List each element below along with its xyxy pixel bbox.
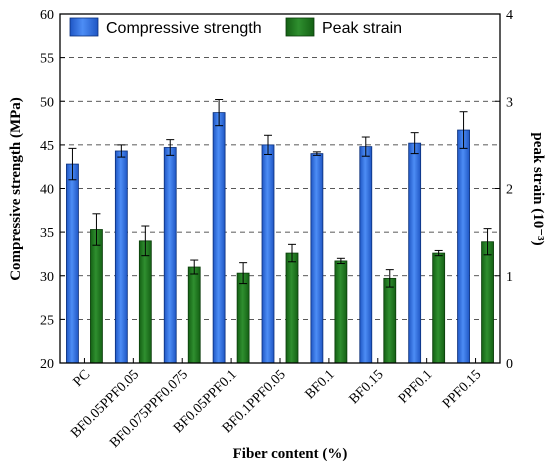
legend-swatch (285, 17, 315, 37)
y-right-tick-label: 2 (506, 183, 513, 198)
y-tick-label: 55 (40, 52, 54, 67)
bar-peak-strain (383, 277, 397, 364)
bars (66, 112, 494, 364)
error-bars (68, 99, 492, 288)
bar-peak-strain (236, 272, 250, 364)
y-tick-label: 30 (40, 270, 54, 285)
bar-compressive-strength (359, 146, 373, 364)
legend: Compressive strength Peak strain (69, 17, 402, 37)
bar-peak-strain (334, 260, 348, 364)
y-right-tick-label: 0 (506, 357, 513, 372)
y-tick-label: 50 (40, 95, 54, 110)
bar-compressive-strength (212, 112, 226, 364)
bar-compressive-strength (66, 163, 79, 364)
y-tick-label: 25 (40, 313, 54, 328)
bar-compressive-strength (408, 142, 422, 364)
y-right-tick-label: 3 (506, 95, 513, 110)
bar-compressive-strength (114, 150, 128, 364)
x-tick-label: PC (71, 367, 94, 390)
y-tick-label: 60 (40, 8, 54, 23)
bar-peak-strain (481, 241, 494, 364)
x-axis-title: Fiber content (%) (233, 446, 348, 462)
x-tick-label: PPF0.1 (396, 367, 435, 406)
legend-label: Peak strain (322, 20, 402, 37)
bar-compressive-strength (261, 144, 275, 364)
bar-compressive-strength (163, 147, 177, 364)
bar-peak-strain (90, 229, 103, 364)
bar-peak-strain (187, 266, 201, 364)
y-tick-label: 40 (40, 183, 54, 198)
bar-peak-strain (138, 240, 152, 364)
x-tick-label: BF0.15 (347, 367, 387, 407)
bar-peak-strain (432, 252, 446, 364)
y-right-tick-label: 4 (506, 8, 513, 23)
legend-swatch (69, 17, 99, 37)
legend-label: Compressive strength (106, 20, 262, 37)
x-tick-label: PPF0.15 (440, 367, 484, 411)
grid (60, 57, 500, 320)
y-axis-title: Compressive strength (MPa) (8, 97, 24, 281)
bar-compressive-strength (457, 129, 470, 364)
x-tick-label: BF0.1 (303, 367, 338, 402)
bar-compressive-strength (310, 153, 324, 364)
y-tick-label: 20 (40, 357, 54, 372)
y-axis-right-title: peak strain (10⁻³) (530, 132, 546, 245)
y-tick-label: 45 (40, 139, 54, 154)
y-tick-label: 35 (40, 226, 54, 241)
y-right-tick-label: 1 (506, 270, 513, 285)
bar-peak-strain (285, 252, 299, 364)
